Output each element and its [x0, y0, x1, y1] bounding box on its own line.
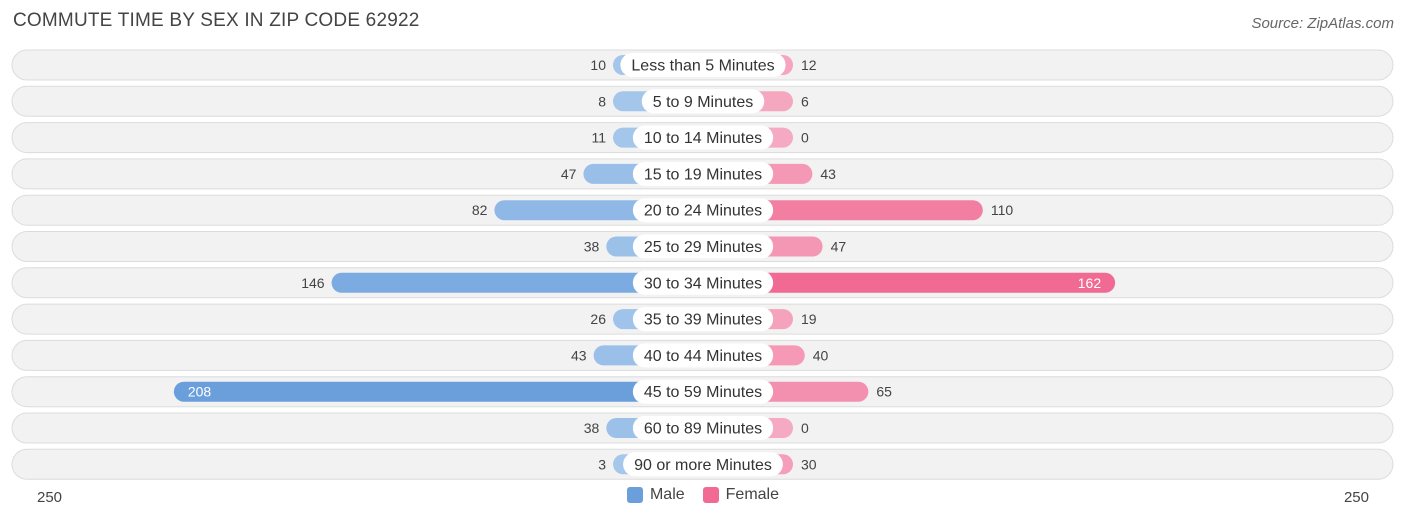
value-label-female: 0 [801, 420, 809, 436]
value-label-male: 208 [188, 384, 212, 400]
category-label: 5 to 9 Minutes [653, 94, 754, 111]
category-label: 25 to 29 Minutes [644, 239, 762, 256]
chart-title: COMMUTE TIME BY SEX IN ZIP CODE 62922 [13, 10, 420, 31]
category-label: 10 to 14 Minutes [644, 130, 762, 147]
value-label-male: 3 [598, 456, 606, 472]
bar-male [331, 272, 703, 293]
value-label-female: 19 [801, 311, 817, 327]
chart-row: 15 to 19 Minutes 47 43 [11, 158, 1394, 190]
value-label-male: 26 [590, 311, 606, 327]
legend-swatch-female [702, 487, 719, 503]
category-label: 35 to 39 Minutes [644, 312, 762, 329]
category-label-pill [632, 416, 774, 440]
category-label-pill [632, 307, 774, 332]
bar-female [703, 272, 1116, 293]
legend-item-male: Male [626, 486, 685, 504]
legend: Male Female [0, 486, 1406, 504]
value-label-female: 0 [801, 130, 809, 146]
legend-label-male: Male [649, 486, 685, 503]
chart-row: 20 to 24 Minutes 82 110 [11, 194, 1394, 226]
value-label-female: 12 [801, 57, 817, 73]
category-label-pill [632, 343, 774, 368]
category-label-pill [632, 125, 774, 150]
axis-label-left: 250 [37, 489, 63, 506]
category-label-pill [623, 452, 783, 477]
category-label-pill [632, 161, 774, 186]
value-label-female: 162 [1078, 275, 1102, 291]
value-label-male: 10 [590, 57, 606, 73]
value-label-female: 43 [820, 166, 836, 182]
legend-swatch-male [626, 487, 643, 503]
source-label: Source: ZipAtlas.com [1251, 15, 1394, 32]
category-label-pill [632, 198, 774, 223]
category-label: 40 to 44 Minutes [644, 348, 762, 365]
value-label-male: 47 [561, 166, 577, 182]
category-label: 20 to 24 Minutes [644, 203, 762, 220]
category-label-pill [632, 234, 774, 259]
legend-item-female: Female [702, 486, 780, 504]
category-label: 60 to 89 Minutes [644, 421, 762, 438]
chart-row: 5 to 9 Minutes 8 6 [11, 85, 1394, 117]
value-label-female: 30 [801, 456, 817, 472]
category-label: 30 to 34 Minutes [644, 275, 762, 292]
category-label-pill [620, 53, 786, 77]
chart-row: 10 to 14 Minutes 11 0 [11, 122, 1394, 154]
category-label: Less than 5 Minutes [631, 58, 774, 75]
category-label: 90 or more Minutes [634, 457, 772, 474]
value-label-female: 47 [831, 239, 847, 255]
chart-row: 45 to 59 Minutes 208 65 [11, 376, 1394, 408]
legend-label-female: Female [725, 486, 780, 503]
value-label-male: 11 [591, 130, 606, 146]
category-label-pill [632, 379, 774, 404]
chart-row: 25 to 29 Minutes 38 47 [11, 231, 1394, 262]
value-label-female: 6 [801, 93, 809, 109]
value-label-male: 38 [584, 239, 600, 255]
category-label: 15 to 19 Minutes [644, 166, 762, 183]
bar-male [173, 381, 703, 402]
category-label-pill [632, 270, 774, 295]
category-label-pill [641, 89, 765, 114]
value-label-female: 40 [813, 347, 829, 363]
value-label-male: 146 [301, 275, 325, 291]
value-label-male: 38 [584, 420, 600, 436]
category-label: 45 to 59 Minutes [644, 384, 762, 401]
value-label-male: 8 [598, 93, 606, 109]
chart-row: 90 or more Minutes 3 30 [11, 448, 1394, 480]
bar-female [703, 200, 983, 221]
bar-chart: Less than 5 Minutes 10 12 5 to 9 Minutes 8 6 1… [11, 49, 1394, 480]
value-label-female: 65 [876, 384, 892, 400]
chart-row: Less than 5 Minutes 10 12 [11, 49, 1394, 81]
axis-label-right: 250 [1343, 489, 1369, 506]
chart-row: 60 to 89 Minutes 38 0 [11, 412, 1394, 444]
chart-row: 40 to 44 Minutes 43 40 [11, 339, 1394, 371]
chart-row: 30 to 34 Minutes 146 162 [11, 267, 1394, 299]
value-label-male: 43 [571, 347, 587, 363]
value-label-female: 110 [991, 202, 1014, 218]
chart-row: 35 to 39 Minutes 26 19 [11, 303, 1394, 335]
value-label-male: 82 [472, 202, 488, 218]
